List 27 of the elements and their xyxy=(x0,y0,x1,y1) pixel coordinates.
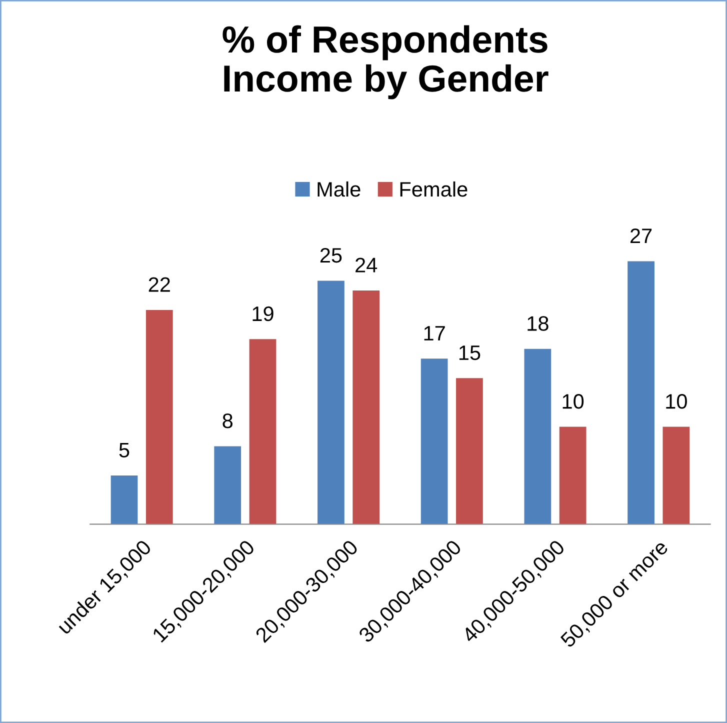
bar xyxy=(110,475,138,524)
bar xyxy=(214,446,242,524)
bar xyxy=(524,348,552,524)
data-label: 25 xyxy=(320,248,342,263)
bar xyxy=(456,378,483,524)
bar xyxy=(352,290,380,524)
data-label: 15 xyxy=(459,346,480,360)
data-label: 10 xyxy=(666,394,687,409)
bar xyxy=(318,280,344,524)
data-label: 22 xyxy=(148,277,170,292)
legend-label: Female xyxy=(400,181,468,197)
bar xyxy=(420,358,448,524)
data-label: 10 xyxy=(562,394,584,409)
bar xyxy=(146,310,173,524)
bar xyxy=(249,339,276,524)
data-label: 18 xyxy=(528,316,548,331)
legend-label: Male xyxy=(318,181,360,197)
chart-title: % of Respondents Income by Gender xyxy=(222,25,548,100)
data-label: 19 xyxy=(252,306,274,322)
data-label: 27 xyxy=(630,228,652,244)
data-label: 5 xyxy=(119,442,130,458)
data-label: 17 xyxy=(424,326,445,340)
bar xyxy=(662,426,690,524)
data-label: 8 xyxy=(222,414,232,428)
bar xyxy=(628,261,654,524)
data-label: 24 xyxy=(356,258,378,272)
bar xyxy=(559,426,586,524)
